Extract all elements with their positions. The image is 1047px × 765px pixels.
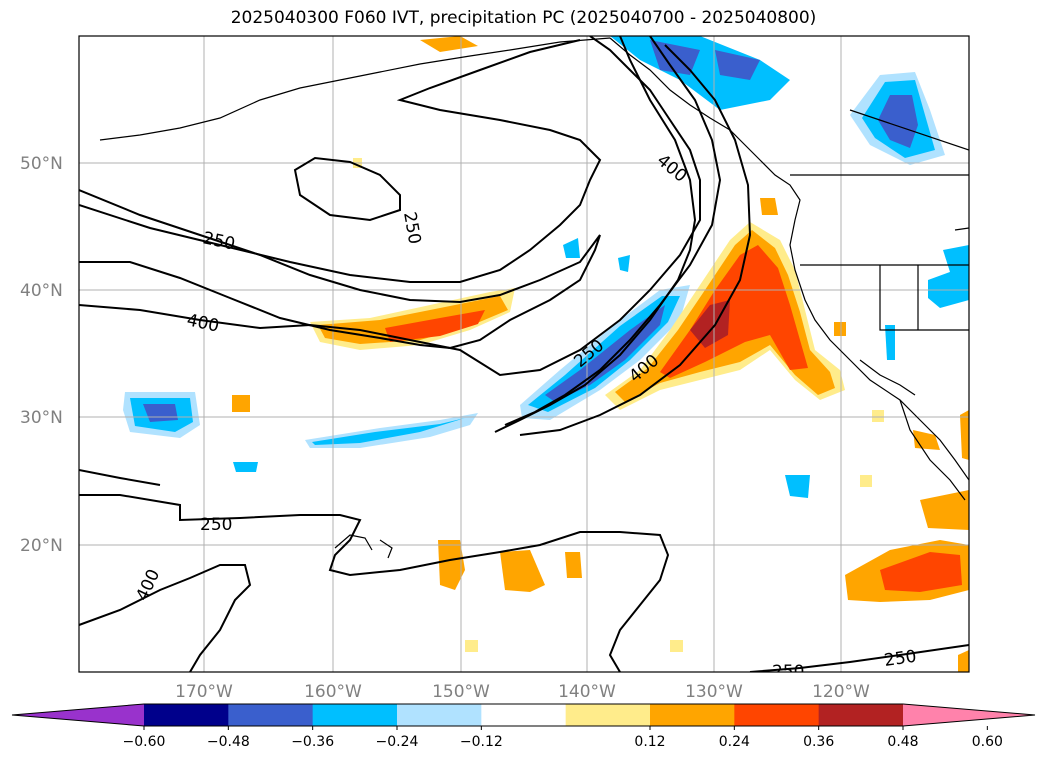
colorbar-tick-label: −0.12	[460, 734, 503, 750]
contour-label: 250	[200, 515, 232, 535]
colorbar-segment	[397, 704, 482, 726]
colorbar-extend-high	[903, 704, 1035, 726]
lat-label: 50°N	[20, 154, 63, 174]
colorbar: −0.60 −0.48 −0.36 −0.24 −0.12 0.12 0.24 0.36 0.4…	[11, 703, 1036, 750]
lon-label: 170°W	[175, 682, 233, 702]
lon-label: 130°W	[685, 682, 743, 702]
contour-label: 250	[883, 647, 918, 671]
lon-label: 150°W	[432, 682, 490, 702]
colorbar-segment	[650, 704, 735, 726]
lon-label: 140°W	[558, 682, 616, 702]
colorbar-tick-label: 0.24	[719, 734, 750, 750]
colorbar-segment	[312, 704, 398, 726]
lon-label: 120°W	[812, 682, 870, 702]
colorbar-tick-label: 0.36	[803, 734, 834, 750]
longitude-labels: 170°W 160°W 150°W 140°W 130°W 120°W	[175, 682, 870, 702]
colorbar-segment	[565, 704, 651, 726]
lat-label: 20°N	[20, 536, 63, 556]
colorbar-segment	[481, 704, 567, 726]
colorbar-segment	[734, 704, 820, 726]
colorbar-segment	[144, 704, 229, 726]
lat-label: 30°N	[20, 408, 63, 428]
colorbar-tick-label: −0.48	[207, 734, 250, 750]
contour-label: 250	[772, 662, 804, 682]
colorbar-tick-label: −0.36	[291, 734, 334, 750]
lon-label: 160°W	[304, 682, 362, 702]
latitude-labels: 50°N 40°N 30°N 20°N	[20, 154, 63, 556]
colorbar-tick-label: 0.48	[887, 734, 918, 750]
colorbar-segment	[228, 704, 314, 726]
colorbar-segment	[818, 704, 904, 726]
colorbar-tick-label: −0.24	[376, 734, 419, 750]
colorbar-extend-low	[12, 704, 144, 726]
colorbar-tick-label: 0.12	[634, 734, 665, 750]
map-title: 2025040300 F060 IVT, precipitation PC (2…	[230, 8, 817, 28]
lat-label: 40°N	[20, 281, 63, 301]
colorbar-tick-label: 0.60	[972, 734, 1003, 750]
map-frame	[78, 35, 970, 673]
coastlines	[99, 37, 969, 559]
ivt-contours	[79, 36, 969, 672]
colorbar-tick-label: −0.60	[123, 734, 166, 750]
